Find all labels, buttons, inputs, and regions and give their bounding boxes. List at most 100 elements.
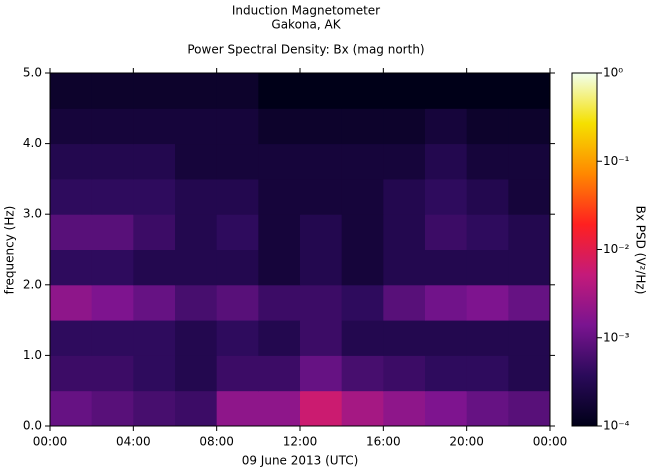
- heatmap-cell: [50, 214, 93, 250]
- heatmap-cell: [383, 249, 426, 286]
- heatmap-cell: [50, 178, 93, 215]
- heatmap-cell: [216, 214, 259, 250]
- heatmap-cell: [300, 284, 343, 321]
- heatmap-cell: [258, 108, 301, 145]
- x-tick-label: 20:00: [449, 435, 484, 449]
- heatmap-cell: [425, 320, 468, 356]
- heatmap-cell: [50, 355, 93, 392]
- heatmap-cell: [425, 214, 468, 250]
- x-tick-label: 00:00: [533, 435, 568, 449]
- heatmap-cell: [91, 249, 134, 286]
- heatmap-cell: [300, 178, 343, 215]
- heatmap-cell: [133, 284, 176, 321]
- heatmap-cell: [508, 390, 551, 427]
- y-tick-label: 1.0: [23, 348, 42, 362]
- chart-subtitle: Gakona, AK: [271, 18, 341, 32]
- heatmap-cell: [133, 355, 176, 392]
- heatmap-cell: [175, 143, 218, 180]
- heatmap-cell: [341, 214, 384, 250]
- heatmap-cell: [341, 108, 384, 145]
- colorbar-tick-label: 10⁻²: [603, 242, 630, 256]
- heatmap-cell: [175, 108, 218, 145]
- heatmap-cell: [91, 73, 134, 109]
- heatmap-cell: [300, 355, 343, 392]
- heatmap-cell: [175, 178, 218, 215]
- y-axis-label: frequency (Hz): [3, 206, 17, 295]
- heatmap-cell: [466, 390, 509, 427]
- heatmap-cell: [341, 320, 384, 356]
- heatmap-cell: [91, 178, 134, 215]
- chart-title: Induction Magnetometer: [232, 4, 380, 18]
- heatmap-cell: [50, 320, 93, 356]
- heatmap-cell: [383, 214, 426, 250]
- heatmap-cell: [258, 355, 301, 392]
- heatmap-cell: [508, 284, 551, 321]
- heatmap-cell: [216, 178, 259, 215]
- heatmap-cell: [508, 320, 551, 356]
- heatmap-cell: [216, 355, 259, 392]
- heatmap-cell: [258, 178, 301, 215]
- heatmap-cell: [425, 143, 468, 180]
- heatmap-cell: [425, 108, 468, 145]
- heatmap-cell: [133, 143, 176, 180]
- x-tick-label: 04:00: [116, 435, 151, 449]
- heatmap-cell: [175, 355, 218, 392]
- heatmap-cell: [466, 178, 509, 215]
- heatmap-cell: [91, 320, 134, 356]
- heatmap-cell: [300, 390, 343, 427]
- heatmap-cell: [133, 178, 176, 215]
- heatmap-cell: [300, 249, 343, 286]
- heatmap-cell: [425, 284, 468, 321]
- y-tick-label: 0.0: [23, 419, 42, 433]
- heatmap-cell: [425, 178, 468, 215]
- heatmap-cell: [133, 390, 176, 427]
- colorbar-tick-label: 10⁻³: [603, 330, 630, 344]
- heatmap-cell: [216, 108, 259, 145]
- heatmap-cell: [383, 73, 426, 109]
- heatmap-cell: [508, 108, 551, 145]
- heatmap-cell: [508, 143, 551, 180]
- heatmap-cell: [425, 390, 468, 427]
- heatmap-cell: [133, 73, 176, 109]
- heatmap-cell: [425, 355, 468, 392]
- heatmap-cell: [258, 214, 301, 250]
- heatmap-cell: [50, 284, 93, 321]
- x-axis-label: 09 June 2013 (UTC): [242, 454, 359, 468]
- heatmap-cell: [300, 108, 343, 145]
- y-tick-label: 3.0: [23, 207, 42, 221]
- heatmap-cell: [216, 320, 259, 356]
- heatmap-cell: [341, 390, 384, 427]
- heatmap-cell: [50, 108, 93, 145]
- heatmap-cell: [383, 108, 426, 145]
- heatmap-cell: [133, 108, 176, 145]
- heatmap-cell: [341, 355, 384, 392]
- heatmap-cell: [341, 249, 384, 286]
- heatmap-cell: [91, 108, 134, 145]
- heatmap-cell: [91, 214, 134, 250]
- heatmap-cell: [466, 214, 509, 250]
- x-tick-label: 00:00: [33, 435, 68, 449]
- heatmap-cell: [425, 249, 468, 286]
- x-tick-label: 08:00: [199, 435, 234, 449]
- heatmap-cell: [216, 284, 259, 321]
- heatmap-cell: [258, 73, 301, 109]
- colorbar: [571, 72, 598, 427]
- heatmap-cell: [466, 320, 509, 356]
- heatmap-cell: [383, 320, 426, 356]
- x-tick-label: 16:00: [366, 435, 401, 449]
- heatmap-cell: [175, 249, 218, 286]
- heatmap-cell: [258, 143, 301, 180]
- heatmap-cell: [508, 73, 551, 109]
- plot-title: Power Spectral Density: Bx (mag north): [187, 43, 424, 57]
- colorbar-tick-label: 10⁻¹: [603, 154, 630, 168]
- heatmap-cell: [175, 284, 218, 321]
- heatmap-cell: [466, 108, 509, 145]
- heatmap-cell: [300, 214, 343, 250]
- heatmap-cell: [50, 143, 93, 180]
- heatmap-cell: [508, 249, 551, 286]
- heatmap-cell: [175, 320, 218, 356]
- heatmap-cell: [258, 320, 301, 356]
- heatmap-cell: [466, 143, 509, 180]
- heatmap-cell: [383, 143, 426, 180]
